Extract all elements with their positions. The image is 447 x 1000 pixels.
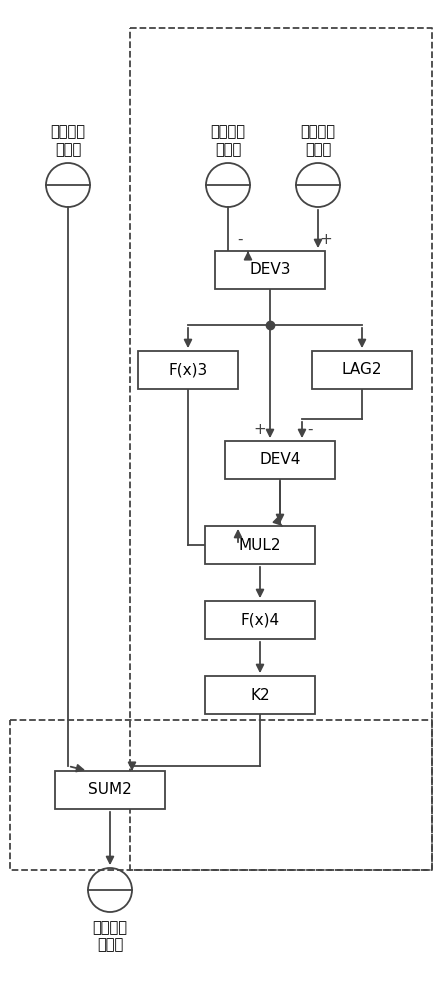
Text: +: + — [253, 422, 266, 437]
Bar — [205, 676, 315, 714]
Bar — [215, 251, 325, 289]
Text: MUL2: MUL2 — [239, 538, 281, 552]
Text: F(x)4: F(x)4 — [240, 612, 279, 628]
Bar — [312, 351, 412, 389]
Text: DEV4: DEV4 — [259, 452, 301, 468]
Text: +: + — [320, 232, 333, 247]
Text: F(x)3: F(x)3 — [169, 362, 207, 377]
Bar — [205, 601, 315, 639]
Bar — [225, 441, 335, 479]
Text: 二级汽温
设定值: 二级汽温 设定值 — [211, 125, 245, 157]
Bar — [205, 526, 315, 564]
Text: 新发电负
荷定值: 新发电负 荷定值 — [93, 920, 127, 952]
Text: K2: K2 — [250, 688, 270, 702]
Text: DEV3: DEV3 — [249, 262, 291, 277]
Text: -: - — [307, 422, 313, 437]
Text: 二级汽温
实际值: 二级汽温 实际值 — [300, 125, 336, 157]
Bar — [138, 351, 238, 389]
Bar — [55, 771, 165, 809]
Text: SUM2: SUM2 — [88, 782, 132, 798]
Text: -: - — [237, 232, 243, 247]
Text: LAG2: LAG2 — [342, 362, 382, 377]
Text: 原发电负
荷定值: 原发电负 荷定值 — [51, 125, 85, 157]
